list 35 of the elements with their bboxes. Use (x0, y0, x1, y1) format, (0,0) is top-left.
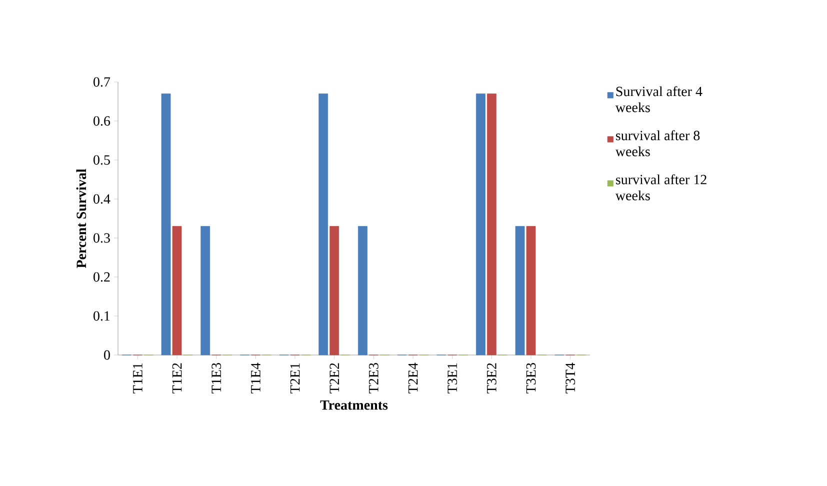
y-tick-label: 0 (104, 350, 110, 360)
bar (318, 94, 328, 356)
x-tick-label: T3E1 (448, 363, 458, 394)
x-tick-label: T2E3 (368, 363, 378, 394)
x-tick-label: T2E2 (330, 363, 339, 394)
bar (172, 226, 182, 356)
bar (358, 226, 368, 356)
bar (200, 226, 210, 356)
y-tick-label: 0.4 (94, 194, 110, 204)
bar (161, 94, 171, 356)
bar (330, 226, 340, 356)
bar (476, 94, 486, 356)
x-tick-label: T2E4 (408, 362, 418, 394)
x-tick-label: T1E1 (133, 363, 142, 394)
y-tick-label: 0.2 (94, 272, 110, 282)
bar (486, 94, 496, 356)
x-tick-label: T3E2 (486, 363, 496, 394)
x-tick-label: T1E3 (212, 363, 222, 394)
x-tick-label: T2E1 (290, 363, 300, 394)
x-tick-label: T3T4 (566, 362, 576, 394)
y-tick-label: 0.6 (94, 116, 110, 126)
x-axis-title: Treatments (320, 400, 388, 410)
legend-label: survival after 12 weeks (615, 174, 706, 200)
legend-label: survival after 8 weeks (615, 130, 700, 156)
x-tick-label: T1E4 (251, 362, 260, 394)
y-tick-label: 0.3 (94, 233, 110, 243)
legend-label: Survival after 4 weeks (615, 86, 702, 112)
y-axis-title: Percent Survival (76, 168, 86, 268)
x-tick-label: T1E2 (172, 363, 182, 394)
y-tick-label: 0.7 (94, 77, 110, 87)
bar (515, 226, 525, 356)
y-tick-label: 0.1 (94, 311, 110, 321)
y-tick-label: 0.5 (94, 155, 110, 165)
bar (526, 226, 536, 356)
x-tick-label: T3E3 (526, 363, 536, 394)
